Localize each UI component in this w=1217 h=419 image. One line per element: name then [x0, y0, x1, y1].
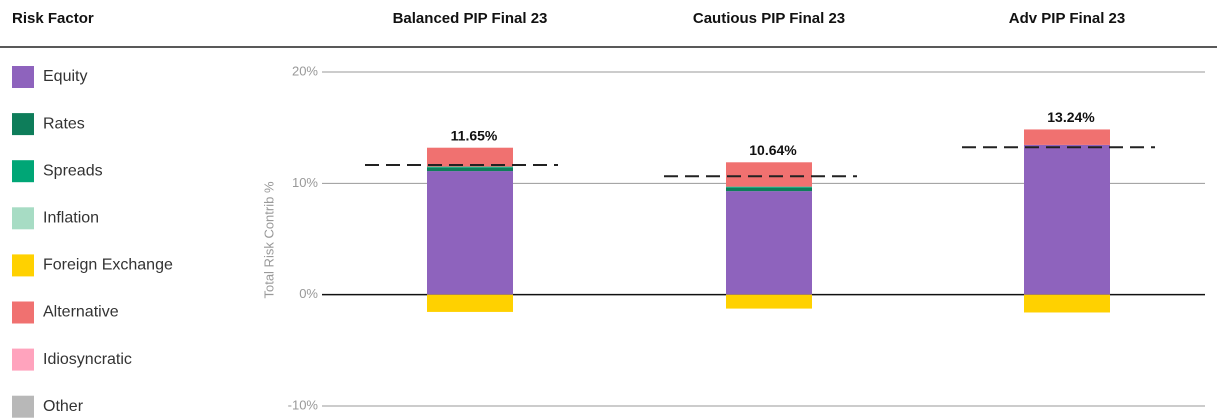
legend-swatch	[12, 348, 34, 371]
total-label: 10.64%	[749, 142, 797, 158]
column-header: Adv PIP Final 23	[1009, 10, 1125, 27]
column-header: Balanced PIP Final 23	[393, 10, 548, 27]
bar-segment	[726, 187, 812, 192]
legend-label: Idiosyncratic	[43, 351, 132, 368]
column-header: Cautious PIP Final 23	[693, 10, 845, 27]
bar-segment	[1024, 294, 1110, 313]
legend-title: Risk Factor	[12, 10, 94, 27]
legend-swatch	[12, 160, 34, 183]
y-tick-label: 20%	[292, 63, 318, 78]
legend-label: Alternative	[43, 304, 119, 321]
legend-label: Other	[43, 398, 84, 415]
legend-swatch	[12, 66, 34, 88]
y-tick-label: 10%	[292, 175, 318, 190]
bar-segment	[726, 186, 812, 188]
bar-segment	[726, 162, 812, 187]
bar-segment	[1024, 129, 1110, 145]
total-label: 13.24%	[1047, 109, 1095, 125]
legend-swatch	[12, 395, 34, 418]
legend-label: Spreads	[43, 162, 103, 179]
legend-swatch	[12, 113, 34, 136]
bar-segment	[427, 294, 513, 312]
bar-segment	[427, 167, 513, 172]
bar-segment	[1024, 144, 1110, 295]
y-tick-label: -10%	[288, 397, 319, 412]
bar-segment	[427, 166, 513, 168]
y-axis-title: Total Risk Contrib %	[261, 181, 276, 298]
bar-segment	[427, 147, 513, 167]
legend-label: Rates	[43, 115, 85, 132]
bar-segment	[726, 191, 812, 295]
legend-swatch	[12, 207, 34, 230]
legend-label: Inflation	[43, 210, 99, 227]
legend-label: Foreign Exchange	[43, 257, 173, 274]
bar-segment	[726, 294, 812, 309]
bar-segment	[427, 171, 513, 295]
legend-label: Equity	[43, 68, 87, 85]
legend-swatch	[12, 301, 34, 324]
total-label: 11.65%	[451, 127, 498, 143]
y-tick-label: 0%	[299, 286, 318, 301]
legend-swatch	[12, 254, 34, 277]
